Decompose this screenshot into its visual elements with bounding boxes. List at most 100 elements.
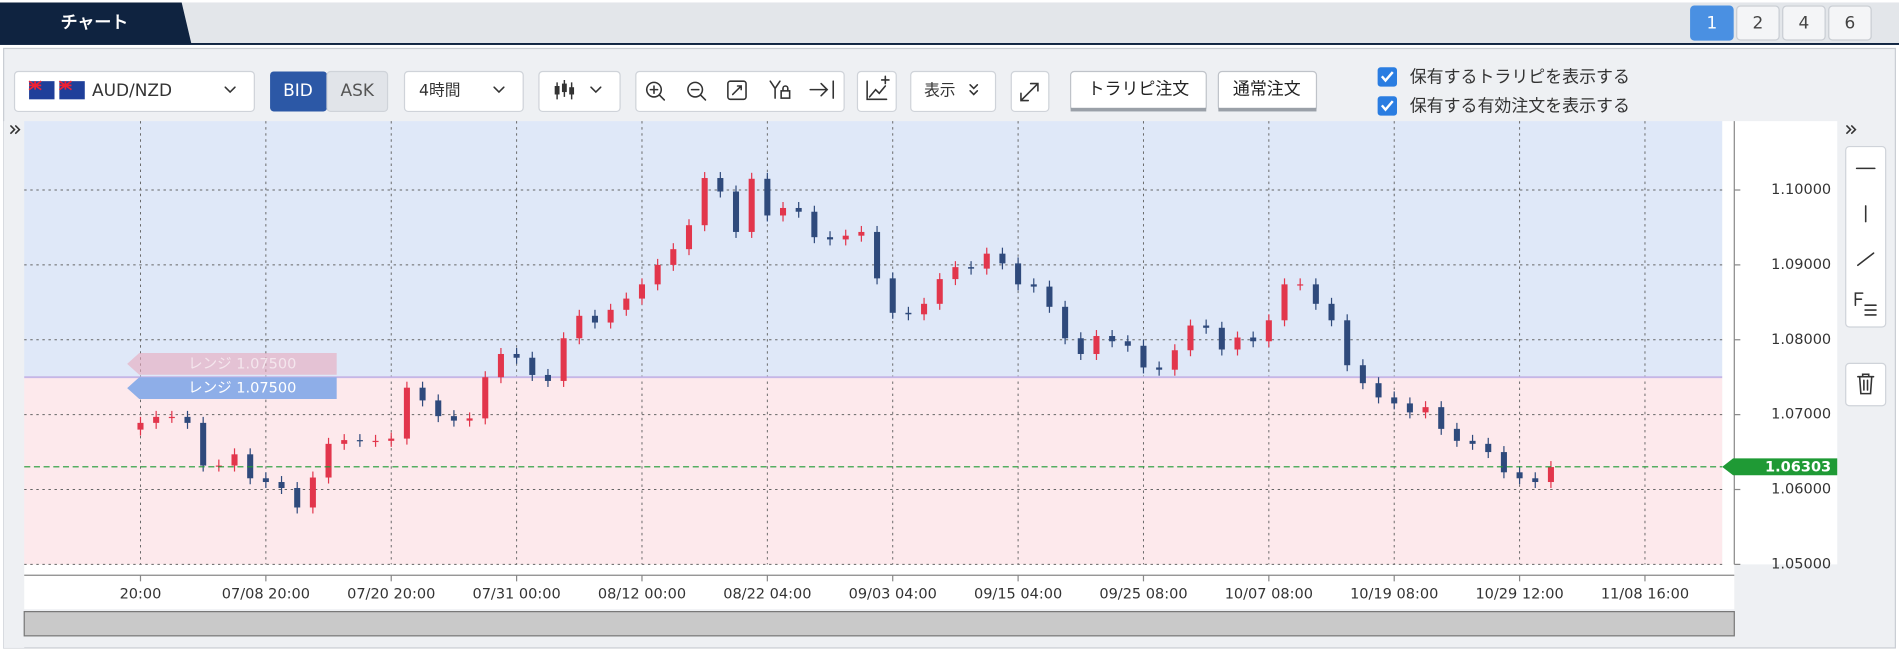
x-tick-label: 11/08 16:00 [1601, 587, 1689, 603]
upper-zone [24, 121, 1723, 378]
candle-body [1203, 325, 1210, 328]
tab-active[interactable] [0, 2, 192, 44]
range-label: レンジ 1.07500 [188, 381, 296, 397]
expand-right-icon[interactable] [1846, 125, 1857, 135]
y-tick-label: 1.07000 [1771, 407, 1831, 423]
candle-body [968, 267, 975, 269]
chart-type-select[interactable] [538, 70, 621, 113]
candle-body [1547, 467, 1554, 483]
candle-body [889, 278, 896, 313]
candle-body [294, 488, 301, 508]
candle-body [576, 315, 583, 339]
y-lock[interactable] [769, 80, 791, 99]
checkmark [1380, 100, 1394, 112]
tab-underline [0, 43, 1899, 45]
candle-body [1156, 367, 1163, 370]
page-button[interactable] [1736, 5, 1780, 41]
delete-button[interactable] [1845, 362, 1887, 407]
fit[interactable] [727, 80, 747, 101]
candle-body [983, 253, 990, 269]
symbol: AUD/NZD [92, 80, 172, 100]
tab-title: チャート [61, 12, 129, 32]
candle-body [1187, 325, 1194, 351]
page-label: 6 [1845, 13, 1856, 33]
zoom-tools [635, 70, 845, 113]
normal-order-label: 通常注文 [1233, 79, 1301, 99]
candle-body [1171, 350, 1178, 370]
candle-body [1422, 407, 1429, 413]
candle-body [623, 298, 630, 310]
candle-icon [561, 83, 567, 93]
page-button[interactable] [1828, 5, 1872, 41]
zoom-out[interactable] [687, 81, 707, 101]
candle-body [732, 191, 740, 232]
x-tick-label: 10/29 12:00 [1475, 587, 1563, 603]
candle-body [858, 231, 865, 236]
candle-body [685, 225, 693, 250]
candle-body [1500, 452, 1507, 473]
trend-line-tool[interactable] [1857, 252, 1875, 267]
button-shadow [1218, 107, 1317, 112]
candle-body [748, 178, 755, 232]
x-tick-label: 07/31 00:00 [472, 587, 560, 603]
scrollbar[interactable] [23, 611, 1735, 637]
candle-body [1015, 263, 1022, 285]
candle-body [466, 418, 473, 421]
x-tick-label: 07/08 20:00 [222, 587, 310, 603]
candle-body [153, 416, 160, 423]
candle-icon [569, 87, 575, 95]
tab-bar [0, 2, 1899, 44]
candle-body [1250, 337, 1257, 342]
fibonacci-tool[interactable] [1854, 292, 1877, 316]
interval-select[interactable] [403, 70, 524, 113]
zoom-in[interactable] [645, 81, 666, 101]
candle-body [1391, 397, 1398, 404]
page-label: 1 [1706, 13, 1717, 33]
price-axis [1722, 121, 1838, 565]
candle-body [450, 416, 457, 421]
candle-body [372, 440, 379, 443]
expand-icon [1020, 82, 1039, 102]
indicator-icon [866, 75, 890, 101]
scroll-end[interactable] [809, 80, 835, 99]
candle-body [921, 303, 928, 315]
current-price-tag [1722, 458, 1838, 476]
candle-body [215, 465, 222, 467]
page-label: 4 [1799, 13, 1810, 33]
candle-body [701, 178, 708, 226]
chevron-icon [969, 84, 979, 96]
candle-body [356, 440, 363, 442]
candle-body [482, 377, 489, 419]
candle-body [1297, 284, 1304, 286]
checkmark [1380, 71, 1394, 83]
candle-body [1140, 345, 1147, 368]
candle-body [544, 374, 551, 381]
interval: 4時間 [419, 80, 460, 99]
candle-body [1328, 303, 1335, 321]
page-button[interactable] [1782, 5, 1826, 41]
x-tick-label: 08/22 04:00 [723, 587, 811, 603]
ask-label: ASK [341, 80, 375, 100]
candle-body [905, 312, 912, 315]
candle-body [529, 357, 536, 375]
candle-body [435, 400, 442, 417]
candle-body [670, 249, 677, 265]
candle-body [607, 309, 614, 323]
lower-zone [24, 377, 1723, 565]
y-tick-label: 1.06000 [1771, 482, 1831, 498]
candle-body [513, 353, 520, 358]
candle-body [1030, 284, 1037, 287]
flag-icon [28, 80, 85, 100]
candle-body [1375, 383, 1382, 398]
y-tick-label: 1.05000 [1771, 556, 1831, 572]
left-strip [3, 121, 25, 648]
page-button[interactable] [1690, 5, 1734, 41]
candle-body [999, 253, 1006, 264]
trash-icon [1857, 373, 1875, 395]
ask-button[interactable] [326, 70, 389, 113]
display-button[interactable] [910, 70, 997, 113]
expand-left-icon[interactable] [10, 125, 21, 135]
bid-button[interactable] [270, 71, 327, 112]
